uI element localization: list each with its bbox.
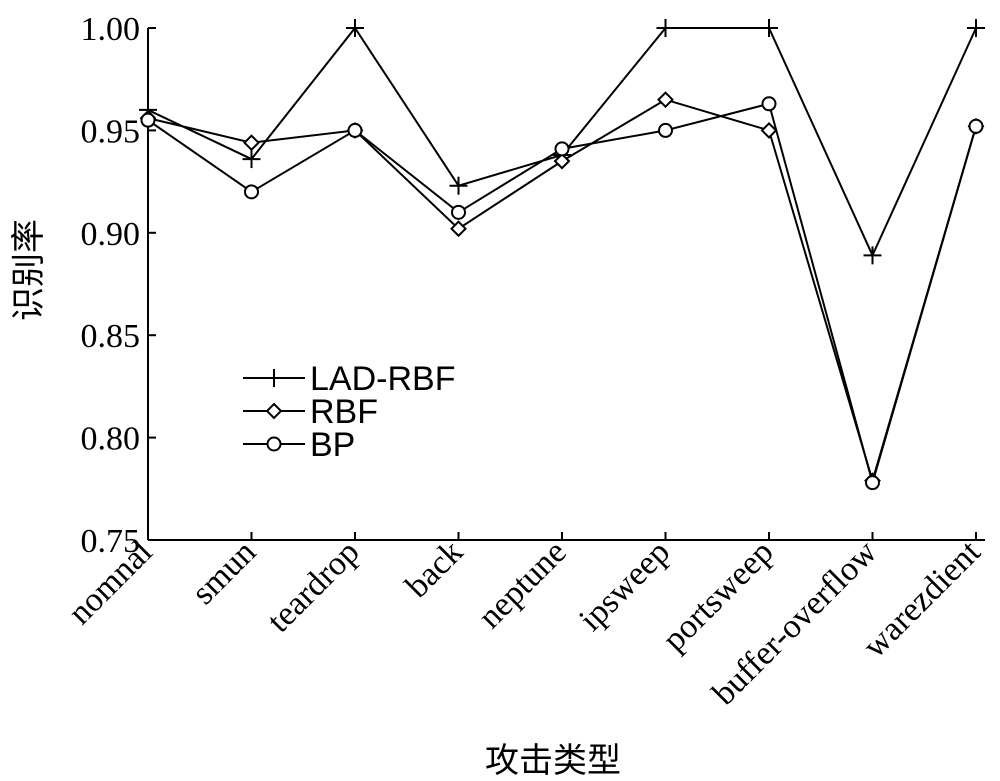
data-point-lad-rbf <box>863 246 882 265</box>
data-point-lad-rbf <box>346 19 364 37</box>
legend-label: LAD-RBF <box>310 360 455 398</box>
axes <box>147 28 985 541</box>
y-tick-label: 0.90 <box>81 216 141 253</box>
data-point-bp <box>658 122 673 138</box>
x-axis-title: 攻击类型 <box>485 741 621 781</box>
x-tick-label: neptune <box>471 533 573 635</box>
data-point-lad-rbf <box>242 150 261 169</box>
x-tick-label: teardrop <box>260 533 366 639</box>
data-point-lad-rbf <box>967 19 985 37</box>
y-tick-label: 0.85 <box>81 318 141 355</box>
y-tick-label: 0.80 <box>81 421 141 458</box>
data-point-lad-rbf <box>449 176 468 195</box>
data-point-bp <box>451 204 466 220</box>
data-point-bp <box>554 141 570 157</box>
data-point-bp <box>244 184 259 200</box>
data-point-bp <box>761 96 777 112</box>
data-point-rbf <box>450 220 467 238</box>
legend-marker <box>266 436 282 452</box>
data-point-rbf <box>553 152 571 170</box>
data-point-rbf <box>657 91 674 109</box>
legend-label: BP <box>310 426 355 464</box>
data-point-bp <box>140 112 156 128</box>
data-point-bp <box>968 118 984 134</box>
data-point-rbf <box>760 121 778 139</box>
data-point-rbf <box>243 134 260 152</box>
data-point-bp <box>347 122 363 138</box>
legend-marker <box>265 402 283 420</box>
y-tick-label: 1.00 <box>81 11 141 48</box>
y-tick-label: 0.75 <box>81 523 141 560</box>
x-tick-label: smun <box>185 533 263 611</box>
y-axis-title: 识别率 <box>9 219 49 321</box>
y-ticks: 0.75 0.80 0.85 0.90 0.95 1.00 <box>81 11 156 560</box>
series-markers <box>139 19 985 491</box>
legend-marker <box>265 369 283 387</box>
x-tick-label: back <box>399 533 471 605</box>
x-tick-label: ipsweep <box>572 533 677 638</box>
data-point-lad-rbf <box>656 19 675 37</box>
data-point-lad-rbf <box>760 19 778 37</box>
y-tick-label: 0.95 <box>81 113 141 150</box>
data-point-bp <box>865 475 880 491</box>
legend-label: RBF <box>310 393 378 431</box>
